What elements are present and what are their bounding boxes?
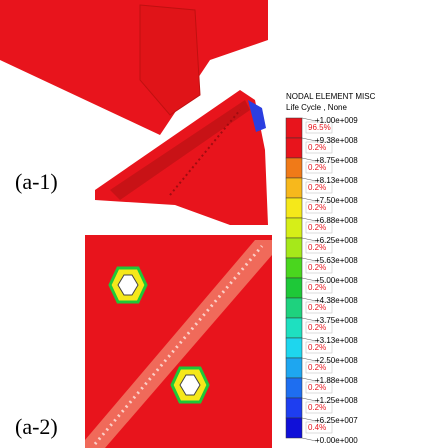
legend-swatch (286, 238, 302, 258)
tick-mark (302, 418, 316, 421)
legend-swatch (286, 318, 302, 338)
legend-swatch (286, 158, 302, 178)
legend-swatch (286, 178, 302, 198)
tick-mark (302, 198, 316, 201)
tick-mark (302, 178, 316, 181)
tick-mark (302, 118, 316, 121)
tick-label: +8.75e+008 (315, 156, 358, 165)
tick-label: +6.25e+007 (315, 416, 358, 425)
tick-mark (302, 258, 316, 261)
legend-swatch (286, 258, 302, 278)
tick-mark (302, 238, 316, 241)
legend-subtitle: Life Cycle , None (286, 103, 347, 112)
tick-label: +5.63e+008 (315, 256, 358, 265)
tick-mark (302, 218, 316, 221)
tick-label: +0.00e+000 (315, 436, 358, 445)
legend-swatch (286, 278, 302, 298)
tick-mark (302, 138, 316, 141)
panel-label: (a-1) (15, 169, 58, 194)
tick-label: +2.50e+008 (315, 356, 358, 365)
model-bottom (85, 235, 272, 448)
tick-label: +3.75e+008 (315, 316, 358, 325)
tick-label: +9.38e+008 (315, 136, 358, 145)
legend-swatch (286, 398, 302, 418)
legend-title: NODAL ELEMENT MISC (286, 92, 376, 101)
legend-swatch (286, 138, 302, 158)
legend-swatch (286, 358, 302, 378)
tick-label: +5.00e+008 (315, 276, 358, 285)
tick-label: +1.25e+008 (315, 396, 358, 405)
figure: (a-1) (a-2) NODAL ELEMENT MISC Life Cycl… (0, 0, 438, 448)
tick-mark (302, 378, 316, 381)
tick-mark (302, 398, 316, 401)
tick-label: +6.25e+008 (315, 236, 358, 245)
tick-label: +7.50e+008 (315, 196, 358, 205)
tick-mark (302, 158, 316, 161)
legend-swatch (286, 198, 302, 218)
tick-mark (302, 318, 316, 321)
tick-label: +8.13e+008 (315, 176, 358, 185)
tick-mark (302, 298, 316, 301)
tick-mark (302, 278, 316, 281)
legend-swatch (286, 118, 302, 138)
tick-label: +1.00e+009 (315, 116, 358, 125)
tick-label: +3.13e+008 (315, 336, 358, 345)
legend-swatch (286, 378, 302, 398)
tick-label: +6.88e+008 (315, 216, 358, 225)
legend-swatch (286, 218, 302, 238)
tick-mark (302, 338, 316, 341)
tick-mark (302, 438, 316, 441)
tick-mark (302, 358, 316, 361)
panel-label: (a-2) (15, 414, 58, 439)
tick-label: +1.88e+008 (315, 376, 358, 385)
legend-swatch (286, 418, 302, 438)
legend-swatch (286, 298, 302, 318)
legend-swatch (286, 338, 302, 358)
tick-label: +4.38e+008 (315, 296, 358, 305)
